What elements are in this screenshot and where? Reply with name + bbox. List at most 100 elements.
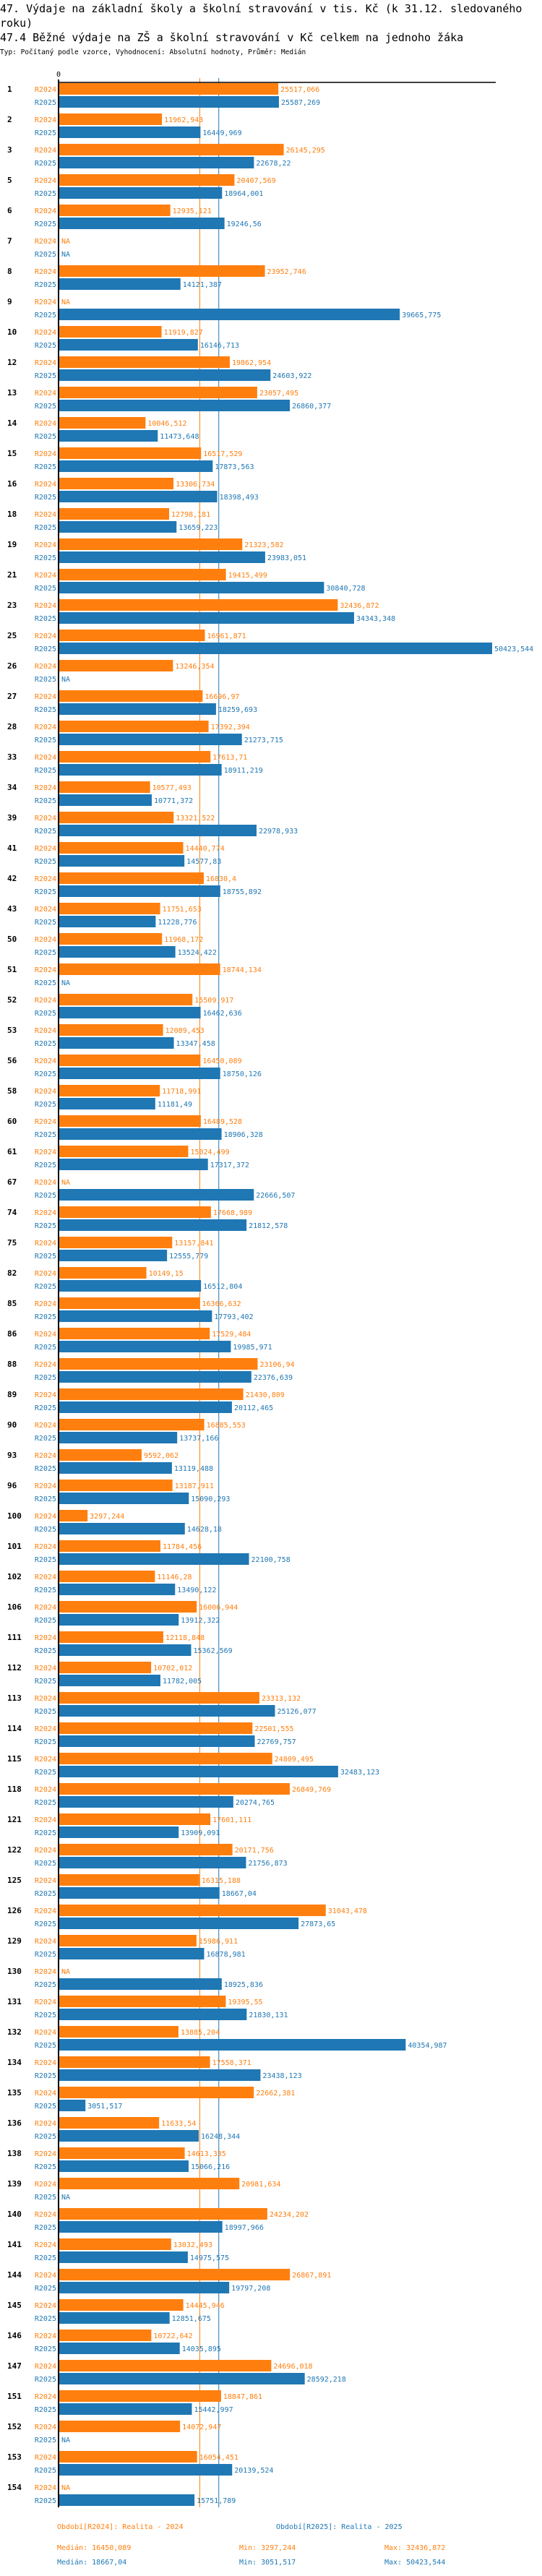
value-label: 13306,734 (176, 481, 215, 489)
bar-r2024 (59, 1935, 197, 1946)
series-label: R2024 (35, 1634, 56, 1642)
bar-r2024 (59, 2087, 254, 2098)
bar-r2024 (59, 2208, 267, 2220)
bar-r2024 (59, 1510, 88, 1521)
series-label: R2024 (35, 329, 56, 337)
series-label: R2025 (35, 2437, 56, 2444)
value-label: 13321,522 (176, 815, 215, 823)
bar-r2024 (59, 2451, 197, 2463)
category-label: 7 (7, 236, 12, 246)
value-label: 14975,575 (190, 2254, 229, 2262)
series-label: R2025 (35, 828, 56, 836)
value-label: 18755,892 (223, 888, 262, 896)
value-label: 14121,387 (183, 281, 222, 289)
category-label: 34 (7, 783, 17, 792)
value-label: 11633,54 (161, 2120, 196, 2128)
bar-r2024 (59, 2421, 181, 2432)
value-label: 32483,123 (340, 1769, 379, 1777)
value-label: 14072,947 (182, 2423, 221, 2431)
bar-r2025 (59, 2221, 223, 2233)
na-label: NA (61, 979, 70, 987)
bar-r2025 (59, 157, 254, 168)
bar-r2025 (59, 1310, 212, 1322)
value-label: 16696,97 (205, 693, 239, 701)
category-label: 3 (7, 145, 12, 155)
bar-r2024 (59, 265, 265, 277)
bar-r2025 (59, 1887, 220, 1899)
value-label: 18906,328 (224, 1131, 263, 1139)
series-label: R2025 (35, 858, 56, 866)
value-label: 11962,943 (164, 116, 203, 124)
bar-r2025 (59, 1735, 255, 1747)
value-label: 26145,295 (286, 147, 325, 155)
value-label: 21812,578 (249, 1222, 288, 1230)
series-label: R2025 (35, 1010, 56, 1018)
series-label: R2025 (35, 2072, 56, 2080)
value-label: 20407,569 (236, 177, 275, 185)
bar-r2024 (59, 174, 235, 186)
series-label: R2025 (35, 1040, 56, 1048)
series-label: R2025 (35, 1860, 56, 1868)
bar-r2025 (59, 2130, 199, 2142)
series-label: R2025 (35, 2194, 56, 2202)
category-label: 132 (7, 2027, 22, 2037)
category-label: 12 (7, 358, 17, 367)
category-label: 153 (7, 2452, 22, 2462)
value-label: 17558,371 (212, 2059, 251, 2067)
bar-r2025 (59, 1584, 176, 1595)
value-label: 17601,111 (212, 1816, 251, 1824)
category-label: 15 (7, 449, 17, 458)
series-label: R2024 (35, 1786, 56, 1794)
bar-r2025 (59, 400, 291, 411)
bar-r2024 (59, 2056, 210, 2068)
bar-r2024 (59, 2390, 221, 2402)
value-label: 14445,946 (186, 2302, 225, 2310)
bar-r2024 (59, 1419, 205, 1430)
value-label: 14577,83 (186, 858, 221, 866)
bar-r2024 (59, 1267, 147, 1279)
value-label: 16449,969 (202, 129, 241, 137)
value-label: 16450,089 (202, 1057, 241, 1065)
category-label: 130 (7, 1967, 22, 1976)
series-label: R2024 (35, 2181, 56, 2189)
value-label: 20139,524 (234, 2467, 273, 2475)
series-label: R2025 (35, 1829, 56, 1837)
category-label: 112 (7, 1663, 22, 1673)
value-label: 10149,15 (149, 1270, 184, 1278)
bar-r2024 (59, 356, 230, 368)
bar-r2025 (59, 491, 218, 502)
legend-r2025-period: Období[R2025]: Realita - 2025 (276, 2523, 403, 2531)
series-label: R2024 (35, 390, 56, 398)
series-label: R2024 (35, 1877, 56, 1885)
value-label: 11228,776 (158, 919, 197, 927)
bar-r2025 (59, 1098, 155, 1109)
series-label: R2025 (35, 160, 56, 168)
category-label: 100 (7, 1511, 22, 1521)
legend-r2025-median: Medián: 18667,04 (57, 2559, 127, 2567)
bar-r2025 (59, 1614, 179, 1626)
series-label: R2025 (35, 1162, 56, 1169)
series-label: R2024 (35, 724, 56, 731)
bar-r2024 (59, 2117, 160, 2129)
bar-r2025 (59, 2100, 86, 2111)
bar-r2025 (59, 1068, 220, 1079)
series-label: R2025 (35, 1526, 56, 1534)
bar-r2025 (59, 521, 177, 533)
series-label: R2024 (35, 2454, 56, 2462)
value-label: 18911,219 (224, 767, 263, 775)
category-label: 1 (7, 85, 12, 94)
series-label: R2025 (35, 1435, 56, 1443)
series-label: R2025 (35, 463, 56, 471)
category-label: 151 (7, 2392, 22, 2401)
bar-r2025 (59, 1159, 208, 1170)
value-label: 20171,756 (235, 1847, 274, 1855)
series-label: R2024 (35, 1331, 56, 1339)
category-label: 56 (7, 1056, 17, 1065)
value-label: 22100,758 (251, 1556, 291, 1564)
value-label: 15509,917 (194, 997, 233, 1005)
value-label: 10046,512 (147, 420, 186, 428)
bar-r2024 (59, 903, 160, 914)
na-label: NA (61, 2484, 70, 2492)
series-label: R2024 (35, 1816, 56, 1824)
category-label: 53 (7, 1026, 17, 1035)
